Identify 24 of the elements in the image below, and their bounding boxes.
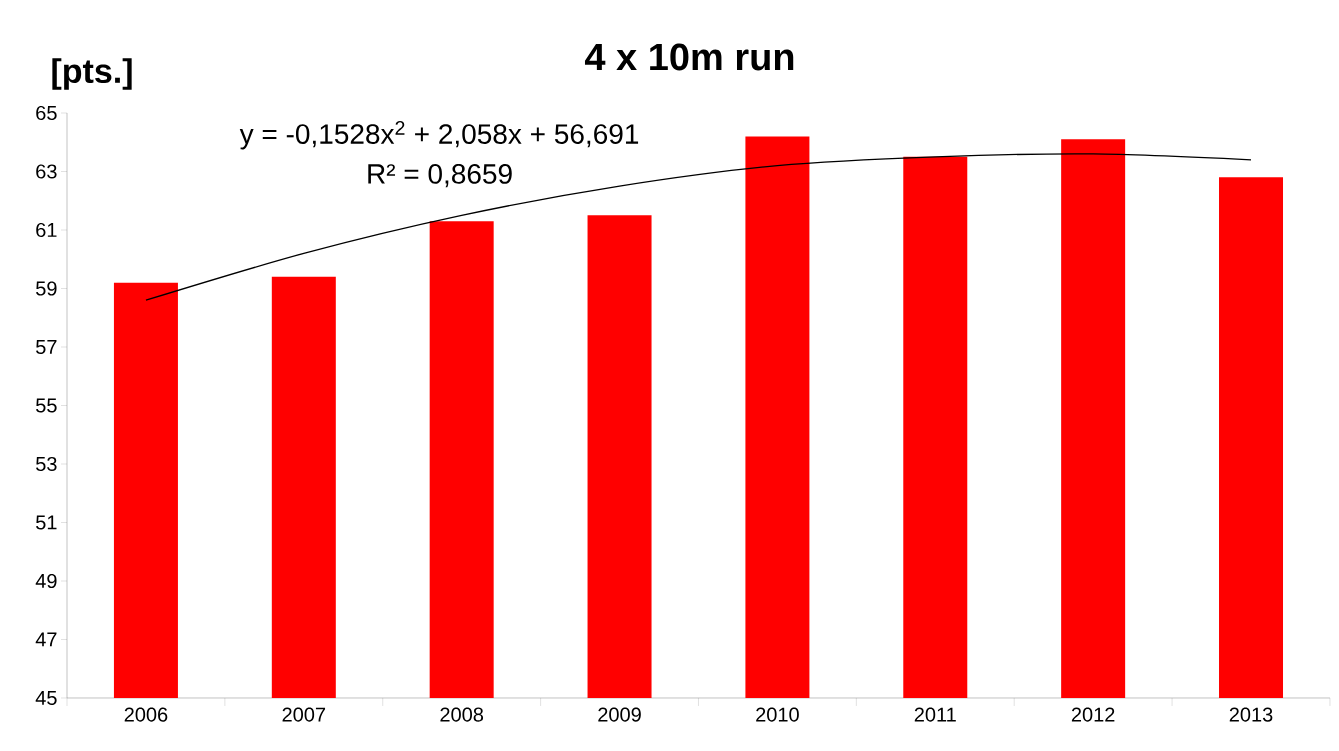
x-tick-label: 2010 (756, 707, 799, 722)
y-tick-label: 55 (36, 398, 57, 413)
y-tick-label: 53 (36, 456, 57, 472)
line-series (145, 153, 1252, 301)
y-tick-label: 61 (36, 222, 57, 238)
chart-title: 4 x 10m run (584, 43, 794, 71)
y-tick-label: 59 (36, 281, 57, 296)
x-tick-label: 2011 (914, 707, 956, 722)
y-tick-label: 63 (36, 164, 57, 179)
y-tick-label: 51 (36, 515, 57, 530)
x-tick-label: 2006 (124, 707, 168, 722)
x-tick-label: 2008 (440, 707, 484, 722)
x-tick-label: 2013 (1229, 707, 1273, 722)
y-tick-label: 47 (35, 632, 57, 647)
annotation: R² = 0,8659 (368, 164, 512, 188)
y-tick-label: 45 (35, 691, 57, 705)
annotation: y = -0,1528x$^{2}$ + 2,058x + 56,691 (239, 120, 639, 150)
x-tick-label: 2007 (282, 707, 326, 722)
x-tick-label: 2012 (1071, 707, 1115, 722)
y-tick-label: 49 (35, 573, 57, 589)
y-tick-label: 65 (36, 105, 57, 121)
y-tick-label: 57 (36, 340, 57, 354)
x-tick-label: 2009 (598, 707, 641, 722)
y-axis-title: [pts.] (52, 58, 132, 90)
